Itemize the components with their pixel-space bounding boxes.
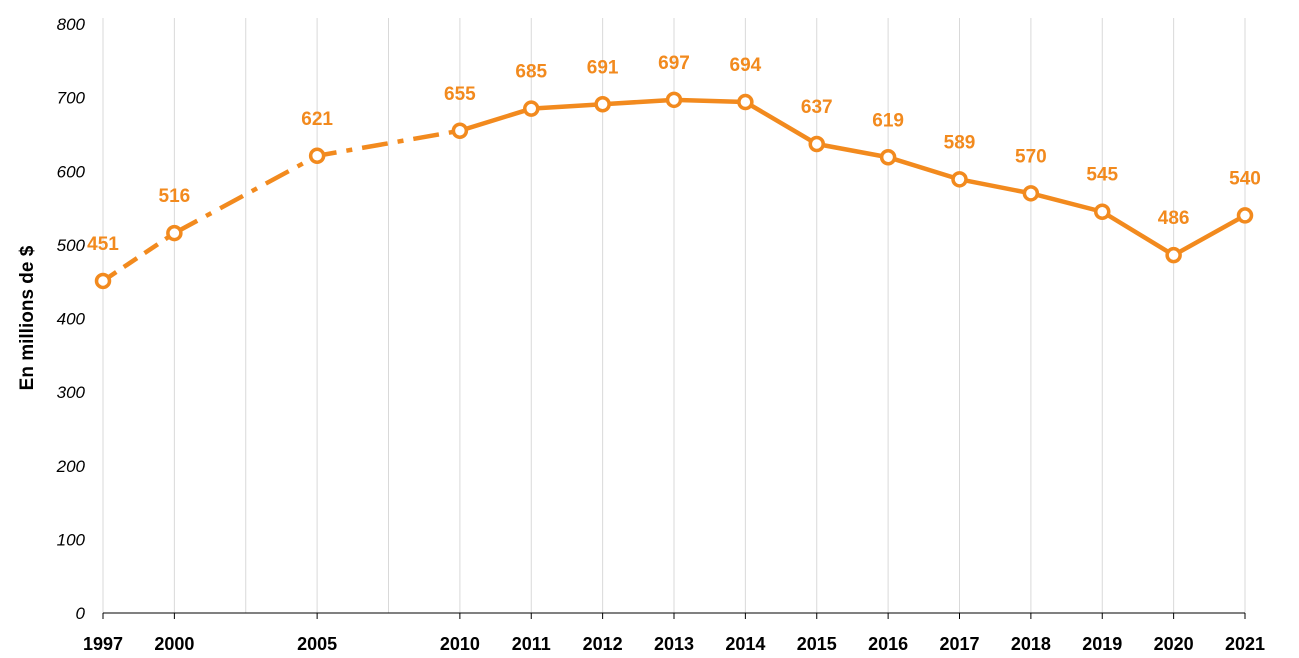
data-point [94, 272, 112, 290]
data-label: 621 [301, 109, 333, 130]
data-point [166, 224, 183, 242]
data-point [951, 171, 968, 188]
x-tick-label: 2011 [512, 634, 551, 654]
x-tick-label: 2005 [297, 634, 337, 654]
y-tick-label: 500 [57, 236, 86, 255]
series-segment-dashed [101, 231, 176, 283]
data-label: 691 [587, 57, 619, 78]
data-label: 570 [1015, 146, 1047, 167]
y-tick-label: 300 [57, 383, 86, 402]
y-tick-label: 400 [57, 310, 86, 329]
y-axis-ticks: 0 100 200 300 400 500 600 700 800 [56, 15, 86, 623]
x-tick-label: 2016 [868, 634, 908, 654]
y-tick-label: 700 [57, 89, 86, 108]
data-label: 694 [730, 55, 762, 76]
data-point [1165, 246, 1182, 264]
data-label: 516 [159, 186, 191, 207]
data-label: 637 [801, 97, 833, 118]
series-segment-solid [459, 97, 1247, 258]
y-tick-label: 0 [76, 604, 86, 623]
y-tick-label: 200 [56, 457, 86, 476]
y-tick-label: 100 [57, 530, 86, 549]
x-tick-label: 2018 [1011, 634, 1051, 654]
y-tick-label: 800 [57, 15, 86, 34]
x-tick-label: 2021 [1225, 634, 1265, 654]
data-label: 619 [872, 110, 904, 131]
data-point [879, 149, 897, 166]
data-point [308, 147, 326, 165]
data-label: 486 [1158, 208, 1190, 229]
data-label: 545 [1086, 165, 1118, 186]
x-tick-label: 2017 [939, 634, 979, 654]
data-label: 451 [87, 234, 119, 255]
y-tick-label: 600 [57, 162, 86, 181]
data-label: 589 [944, 132, 976, 153]
data-point [737, 93, 754, 111]
y-axis-label: En millions de $ [17, 245, 38, 390]
data-point [808, 135, 825, 153]
data-point [1022, 185, 1040, 202]
data-point [523, 100, 540, 117]
x-tick-label: 2019 [1082, 634, 1122, 654]
data-point [451, 122, 469, 140]
x-tick-label: 2013 [654, 634, 694, 654]
x-tick-label: 2012 [583, 634, 623, 654]
x-tick-label: 2014 [725, 634, 765, 654]
data-point [665, 91, 683, 109]
data-point [1236, 207, 1254, 224]
data-point [1094, 203, 1111, 220]
vertical-gridlines [102, 18, 1246, 613]
data-label: 540 [1229, 168, 1261, 189]
data-labels: 451 516 621 655 685 691 697 694 637 619 589 570 545 4… [87, 53, 1261, 255]
data-label: 697 [658, 53, 690, 74]
data-point [594, 96, 611, 113]
data-label: 685 [515, 62, 547, 83]
x-tick-label: 1997 [83, 634, 123, 654]
x-tick-label: 2020 [1154, 634, 1194, 654]
x-axis-ticks: 1997 2000 2005 2010 2011 2012 2013 2014 2015 2016… [83, 613, 1265, 654]
x-tick-label: 2015 [797, 634, 837, 654]
x-tick-label: 2000 [154, 634, 194, 654]
data-points [94, 91, 1254, 290]
data-label: 655 [444, 84, 476, 105]
x-tick-label: 2010 [440, 634, 480, 654]
